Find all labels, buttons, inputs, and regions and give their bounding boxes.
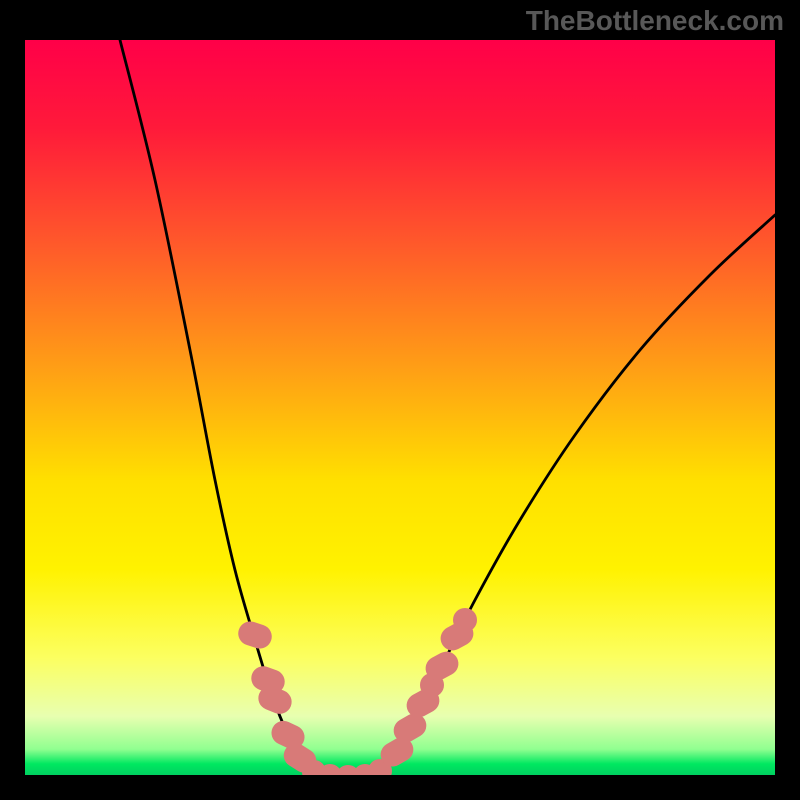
plot-gradient-area bbox=[25, 40, 775, 775]
chart-canvas: TheBottleneck.com bbox=[0, 0, 800, 800]
data-point bbox=[453, 608, 477, 632]
watermark-text: TheBottleneck.com bbox=[526, 5, 784, 37]
